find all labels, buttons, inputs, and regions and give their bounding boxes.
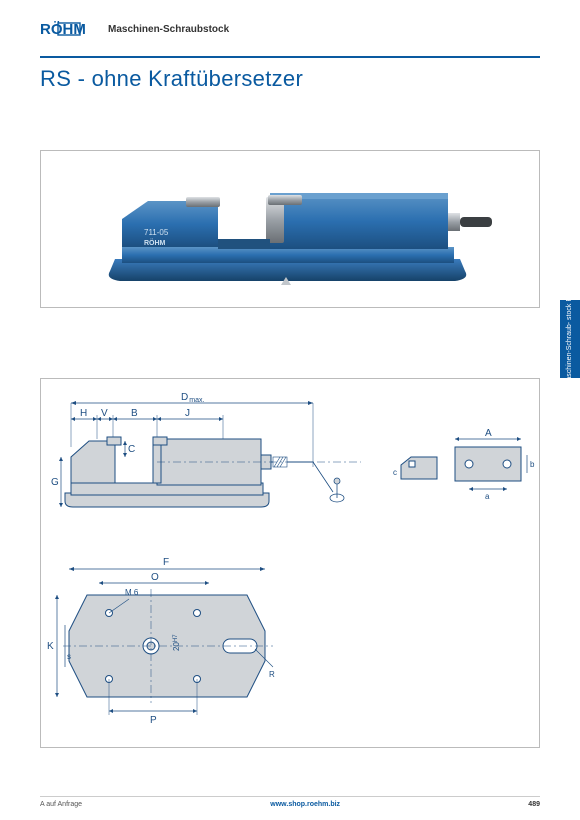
dim-c: c [393,468,397,477]
footer-left: A auf Anfrage [40,801,82,808]
model-marking: 711-05 [144,228,169,237]
dim-V: V [101,408,108,419]
dim-O: O [151,572,159,583]
dim-b: b [530,460,535,469]
dim-G: G [51,477,59,488]
page-title: RS - ohne Kraftübersetzer [40,66,540,92]
side-tab: Maschinen-Schraub- stock RS [560,300,580,378]
dim-A: A [485,428,492,439]
dim-H: H [80,408,87,419]
dim-J: J [185,408,190,419]
dim-a: a [485,492,490,501]
technical-diagram: Dmax. H V B J [40,378,540,748]
brand-logo: RÖHM [40,20,96,38]
dim-R: R [269,670,275,679]
page-header: RÖHM Maschinen-Schraubstock [40,20,540,38]
dim-C: C [128,444,135,455]
side-tab-label: Maschinen-Schraub- stock RS [566,292,574,387]
dim-M6: M 6 [125,588,139,597]
brand-marking: RÖHM [144,238,166,247]
footer-page: 489 [528,801,540,808]
header-category: Maschinen-Schraubstock [108,24,229,35]
dim-P: P [150,715,157,726]
dim-s: s [67,652,71,661]
title-row: RS - ohne Kraftübersetzer [40,56,540,92]
dim-Dmax: Dmax. [181,392,204,404]
dim-B: B [131,408,138,419]
dim-F: F [163,557,169,568]
page-footer: A auf Anfrage www.shop.roehm.biz 489 [40,796,540,808]
dim-K: K [47,641,54,652]
footer-url: www.shop.roehm.biz [270,801,340,808]
product-photo: 711-05 RÖHM [40,150,540,308]
